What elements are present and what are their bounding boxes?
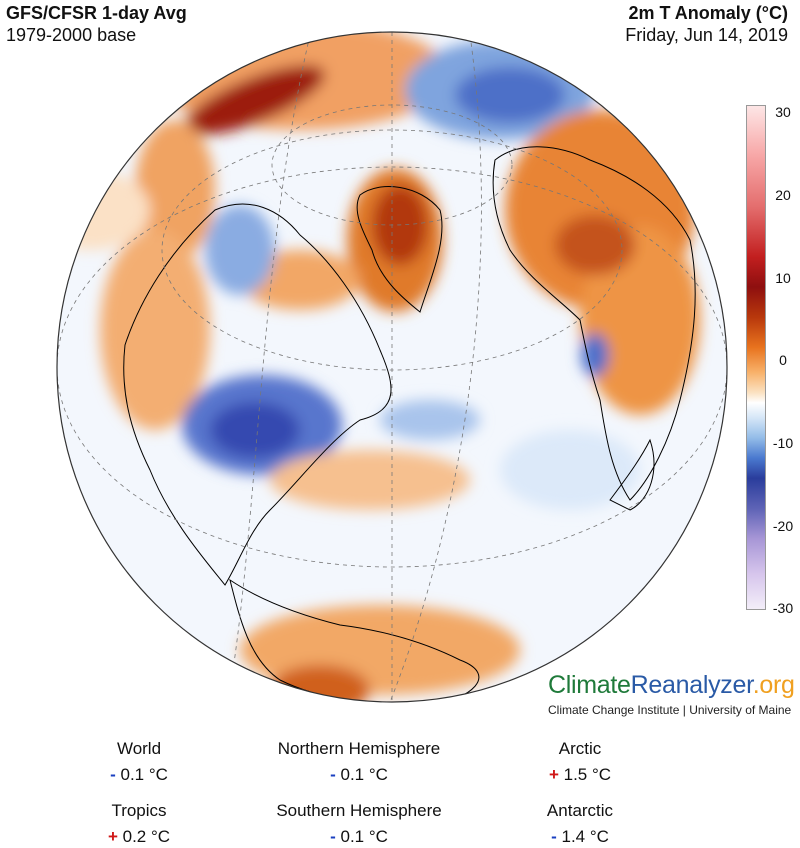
stat-southern-hemisphere: Southern Hemisphere - 0.1 °C	[229, 800, 489, 848]
colorbar	[746, 105, 766, 610]
stat-value: - 1.4 °C	[551, 827, 609, 846]
brand-part: Reanalyzer	[630, 671, 753, 699]
globe-outline	[56, 31, 728, 703]
stat-arctic: Arctic + 1.5 °C	[450, 738, 710, 786]
stat-value: - 0.1 °C	[330, 765, 388, 784]
colorbar-tick: -30	[772, 600, 794, 616]
stat-tropics: Tropics + 0.2 °C	[9, 800, 269, 848]
stat-label: Arctic	[558, 739, 602, 758]
stat-label: Southern Hemisphere	[276, 801, 442, 820]
colorbar-tick: 20	[775, 187, 791, 203]
stat-label: World	[116, 739, 162, 758]
stat-value: + 1.5 °C	[548, 765, 612, 784]
sign-minus-icon: -	[330, 827, 336, 846]
sign-minus-icon: -	[330, 765, 336, 784]
brand-part: .org	[752, 671, 795, 699]
stat-value: - 0.1 °C	[330, 827, 388, 846]
base-period-label: 1979-2000 base	[6, 25, 137, 45]
stat-label: Antarctic	[546, 801, 614, 820]
coastlines	[123, 146, 696, 702]
sign-plus-icon: +	[107, 827, 118, 846]
colorbar-tick: -10	[772, 435, 794, 451]
stat-world: World - 0.1 °C	[9, 738, 269, 786]
date-label: Friday, Jun 14, 2019	[625, 25, 788, 45]
stat-antarctic: Antarctic - 1.4 °C	[450, 800, 710, 848]
brand-part: Climate	[548, 671, 631, 699]
brand-subtitle: Climate Change Institute | University of…	[548, 703, 792, 717]
brand-logo[interactable]: ClimateReanalyzer.org	[548, 670, 795, 700]
sign-minus-icon: -	[110, 765, 116, 784]
graticule	[57, 32, 727, 702]
stat-value: + 0.2 °C	[107, 827, 171, 846]
colorbar-tick: 0	[779, 352, 787, 368]
colorbar-tick: 10	[775, 270, 791, 286]
stat-northern-hemisphere: Northern Hemisphere - 0.1 °C	[229, 738, 489, 786]
colorbar-tick: -20	[772, 518, 794, 534]
sign-plus-icon: +	[548, 765, 559, 784]
sign-minus-icon: -	[551, 827, 557, 846]
colorbar-tick: 30	[775, 104, 791, 120]
stat-value: - 0.1 °C	[110, 765, 168, 784]
anomaly-field	[57, 32, 700, 702]
stat-label: Northern Hemisphere	[277, 739, 441, 758]
stat-label: Tropics	[111, 801, 167, 820]
map-title: GFS/CFSR 1-day Avg	[6, 3, 187, 23]
variable-title: 2m T Anomaly (°C)	[628, 3, 788, 23]
